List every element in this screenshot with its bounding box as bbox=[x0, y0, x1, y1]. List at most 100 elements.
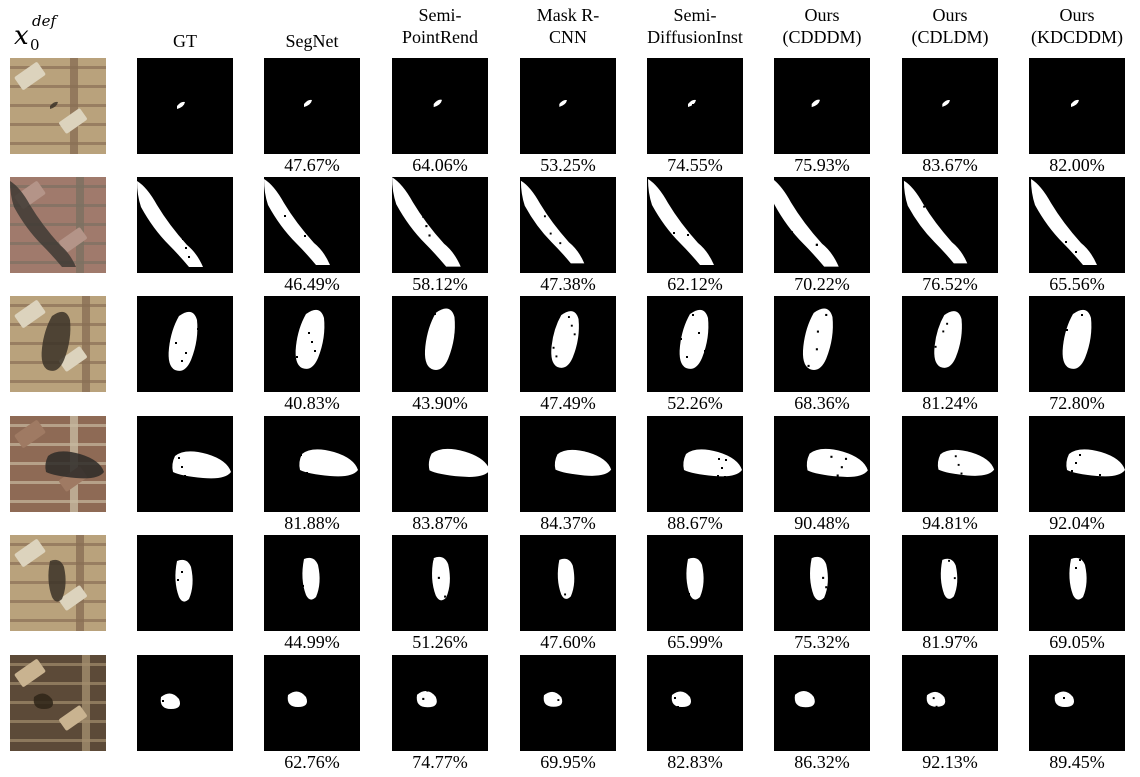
iou-score: 83.67% bbox=[922, 155, 978, 175]
predicted-mask bbox=[264, 296, 360, 392]
ground-truth-mask bbox=[137, 58, 233, 154]
iou-score: 81.97% bbox=[922, 632, 978, 652]
column-header: Mask R- CNN bbox=[503, 4, 633, 48]
iou-score: 65.56% bbox=[1049, 274, 1105, 294]
iou-score: 90.48% bbox=[794, 513, 850, 533]
iou-score: 86.32% bbox=[794, 752, 850, 772]
iou-score: 65.99% bbox=[667, 632, 723, 652]
iou-score: 62.12% bbox=[667, 274, 723, 294]
iou-score: 53.25% bbox=[540, 155, 596, 175]
predicted-mask bbox=[774, 58, 870, 154]
ground-truth-mask bbox=[137, 535, 233, 631]
column-header-line: Ours bbox=[1059, 5, 1095, 25]
predicted-mask bbox=[520, 296, 616, 392]
symbol-sub: 0 bbox=[30, 36, 40, 52]
iou-score: 68.36% bbox=[794, 393, 850, 413]
predicted-mask bbox=[392, 416, 488, 512]
input-defect-image bbox=[10, 535, 106, 631]
input-defect-image bbox=[10, 177, 106, 273]
column-header-line: CNN bbox=[548, 27, 587, 47]
input-defect-image bbox=[10, 296, 106, 392]
iou-score: 43.90% bbox=[412, 393, 468, 413]
iou-score: 74.55% bbox=[667, 155, 723, 175]
predicted-mask bbox=[264, 655, 360, 751]
iou-score: 47.49% bbox=[540, 393, 596, 413]
predicted-mask bbox=[520, 177, 616, 273]
iou-score: 44.99% bbox=[284, 632, 340, 652]
column-header-line: PointRend bbox=[401, 27, 478, 47]
ground-truth-mask bbox=[137, 416, 233, 512]
column-header: Semi- DiffusionInst bbox=[630, 4, 760, 48]
predicted-mask bbox=[774, 655, 870, 751]
iou-score: 74.77% bbox=[412, 752, 468, 772]
column-header: GT bbox=[120, 30, 250, 52]
iou-score: 82.83% bbox=[667, 752, 723, 772]
iou-score: 70.22% bbox=[794, 274, 850, 294]
predicted-mask bbox=[264, 177, 360, 273]
column-header-line: SegNet bbox=[285, 31, 339, 51]
iou-score: 47.67% bbox=[284, 155, 340, 175]
column-header-line: Ours bbox=[804, 5, 840, 25]
input-symbol-header: x 0 def bbox=[8, 4, 108, 54]
ground-truth-mask bbox=[137, 177, 233, 273]
predicted-mask bbox=[1029, 296, 1125, 392]
predicted-mask bbox=[902, 416, 998, 512]
iou-score: 69.95% bbox=[540, 752, 596, 772]
iou-score: 47.60% bbox=[540, 632, 596, 652]
column-header-line: DiffusionInst bbox=[647, 27, 743, 47]
column-header-line: GT bbox=[173, 31, 197, 51]
symbol-sup: def bbox=[32, 12, 58, 30]
iou-score: 46.49% bbox=[284, 274, 340, 294]
symbol-base: x bbox=[14, 21, 29, 51]
predicted-mask bbox=[902, 655, 998, 751]
iou-score: 81.88% bbox=[284, 513, 340, 533]
predicted-mask bbox=[264, 535, 360, 631]
column-header-line: (KDCDDM) bbox=[1031, 27, 1123, 47]
predicted-mask bbox=[774, 177, 870, 273]
iou-score: 40.83% bbox=[284, 393, 340, 413]
iou-score: 52.26% bbox=[667, 393, 723, 413]
iou-score: 84.37% bbox=[540, 513, 596, 533]
column-header: Ours (KDCDDM) bbox=[1012, 4, 1140, 48]
column-header-line: Ours bbox=[932, 5, 968, 25]
iou-score: 47.38% bbox=[540, 274, 596, 294]
predicted-mask bbox=[1029, 58, 1125, 154]
iou-score: 51.26% bbox=[412, 632, 468, 652]
predicted-mask bbox=[902, 177, 998, 273]
iou-score: 82.00% bbox=[1049, 155, 1105, 175]
predicted-mask bbox=[647, 58, 743, 154]
predicted-mask bbox=[647, 416, 743, 512]
iou-score: 58.12% bbox=[412, 274, 468, 294]
predicted-mask bbox=[520, 655, 616, 751]
input-defect-image bbox=[10, 655, 106, 751]
iou-score: 94.81% bbox=[922, 513, 978, 533]
iou-score: 75.93% bbox=[794, 155, 850, 175]
predicted-mask bbox=[1029, 177, 1125, 273]
predicted-mask bbox=[902, 535, 998, 631]
iou-score: 76.52% bbox=[922, 274, 978, 294]
input-defect-image bbox=[10, 58, 106, 154]
predicted-mask bbox=[1029, 535, 1125, 631]
predicted-mask bbox=[392, 177, 488, 273]
iou-score: 92.04% bbox=[1049, 513, 1105, 533]
predicted-mask bbox=[264, 58, 360, 154]
predicted-mask bbox=[392, 655, 488, 751]
ground-truth-mask bbox=[137, 296, 233, 392]
predicted-mask bbox=[392, 535, 488, 631]
iou-score: 75.32% bbox=[794, 632, 850, 652]
predicted-mask bbox=[902, 58, 998, 154]
column-header-line: Semi- bbox=[418, 5, 462, 25]
predicted-mask bbox=[647, 655, 743, 751]
predicted-mask bbox=[1029, 416, 1125, 512]
predicted-mask bbox=[520, 416, 616, 512]
iou-score: 72.80% bbox=[1049, 393, 1105, 413]
column-header: Semi- PointRend bbox=[375, 4, 505, 48]
column-header: SegNet bbox=[247, 30, 377, 52]
iou-score: 81.24% bbox=[922, 393, 978, 413]
iou-score: 69.05% bbox=[1049, 632, 1105, 652]
input-defect-image bbox=[10, 416, 106, 512]
predicted-mask bbox=[647, 177, 743, 273]
iou-score: 89.45% bbox=[1049, 752, 1105, 772]
iou-score: 92.13% bbox=[922, 752, 978, 772]
